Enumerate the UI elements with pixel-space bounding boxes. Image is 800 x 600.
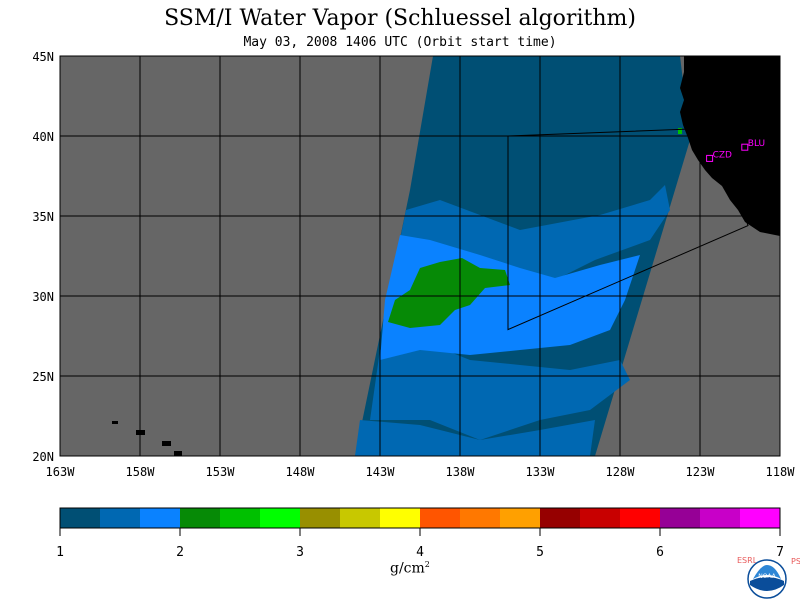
swath-band-2c: [355, 420, 595, 456]
lon-tick-label: 163W: [46, 465, 76, 479]
plot-frame: [59, 55, 781, 457]
colorbar-cell: [140, 508, 181, 528]
lat-tick-label: 20N: [32, 450, 54, 464]
lon-tick-label: 148W: [286, 465, 316, 479]
hawaii-island-1: [112, 421, 118, 424]
colorbar-tick-label: 4: [416, 545, 424, 560]
colorbar-tick-label: 7: [776, 545, 784, 560]
noaa-logo: NOAA: [747, 559, 787, 599]
lon-tick-label: 158W: [126, 465, 156, 479]
colorbar-tick-label: 3: [296, 545, 304, 560]
station-label: CZD: [713, 150, 732, 160]
colorbar-cell: [260, 508, 301, 528]
lat-tick-label: 25N: [32, 370, 54, 384]
colorbar-units: g/cm2: [390, 560, 430, 577]
noaa-logo-text: NOAA: [758, 573, 776, 580]
hawaii-island-4: [174, 451, 182, 456]
lat-tick-label: 30N: [32, 290, 54, 304]
lat-tick-label: 45N: [32, 50, 54, 64]
swath-band-4: [388, 258, 510, 328]
colorbar-cell: [380, 508, 421, 528]
colorbar-cell: [540, 508, 581, 528]
lon-tick-label: 133W: [526, 465, 556, 479]
station-label: BLU: [748, 139, 765, 149]
hawaii-island-3: [162, 441, 171, 446]
swath-band-2b: [370, 340, 630, 440]
lon-tick-label: 128W: [606, 465, 636, 479]
colorbar-cell: [740, 508, 781, 528]
colorbar-tick-label: 1: [56, 545, 64, 560]
colorbar-cell: [660, 508, 701, 528]
station-marker: [741, 143, 749, 151]
coastal-moisture: [678, 128, 682, 134]
lon-tick-label: 118W: [766, 465, 796, 479]
colorbar-cell: [60, 508, 101, 528]
colorbar-cell: [420, 508, 461, 528]
lat-tick-label: 35N: [32, 210, 54, 224]
land-mass: [680, 56, 780, 236]
colorbar-cell: [300, 508, 341, 528]
colorbar-cell: [180, 508, 221, 528]
esrl-label: ESRL: [737, 556, 758, 565]
station-marker: [706, 154, 714, 162]
colorbar-tick-label: 2: [176, 545, 184, 560]
lon-tick-label: 123W: [686, 465, 716, 479]
psd-label: PSD: [791, 557, 800, 566]
colorbar-cell: [100, 508, 141, 528]
chart-subtitle: May 03, 2008 1406 UTC (Orbit start time): [243, 35, 557, 50]
colorbar-cell: [580, 508, 621, 528]
lon-tick-label: 143W: [366, 465, 396, 479]
colorbar-cell: [220, 508, 261, 528]
colorbar-cell: [500, 508, 541, 528]
colorbar-tick-label: 6: [656, 545, 664, 560]
lat-tick-label: 40N: [32, 130, 54, 144]
colorbar-cell: [620, 508, 661, 528]
chart-title: SSM/I Water Vapor (Schluessel algorithm): [164, 6, 636, 31]
colorbar-cell: [340, 508, 381, 528]
domain-outline: [507, 127, 749, 331]
lon-tick-label: 138W: [446, 465, 476, 479]
colorbar-cell: [700, 508, 741, 528]
lon-tick-label: 153W: [206, 465, 236, 479]
colorbar-cell: [460, 508, 501, 528]
colorbar-tick-label: 5: [536, 545, 544, 560]
